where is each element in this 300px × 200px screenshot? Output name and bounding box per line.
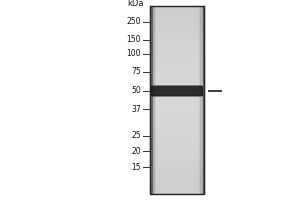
Bar (150, 6, 204, 194)
Text: 250: 250 (127, 18, 141, 26)
Text: 50: 50 (131, 86, 141, 95)
Text: kDa: kDa (128, 0, 144, 8)
Text: 75: 75 (131, 68, 141, 76)
Text: 20: 20 (131, 146, 141, 156)
Text: 15: 15 (131, 162, 141, 171)
Text: 100: 100 (127, 49, 141, 58)
FancyBboxPatch shape (152, 86, 202, 96)
Text: 37: 37 (131, 104, 141, 114)
Text: 150: 150 (127, 36, 141, 45)
Text: 25: 25 (131, 132, 141, 140)
